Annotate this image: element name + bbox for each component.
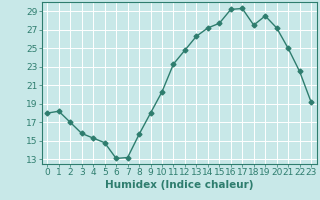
X-axis label: Humidex (Indice chaleur): Humidex (Indice chaleur) — [105, 180, 253, 190]
